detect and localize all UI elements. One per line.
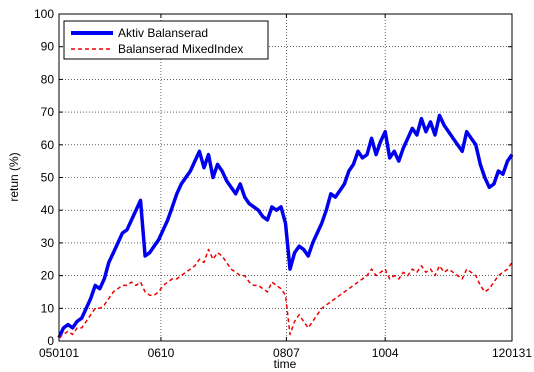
x-tick-label: 0610 [148, 346, 175, 360]
legend-box [63, 20, 269, 60]
y-tick-label: 10 [41, 301, 55, 315]
series-line-aktiv-balanserad [57, 113, 514, 339]
y-tick-label: 100 [34, 7, 54, 21]
y-tick-label: 40 [41, 203, 55, 217]
y-tick-label: 90 [41, 40, 55, 54]
y-tick-label: 30 [41, 236, 55, 250]
x-axis-label: time [274, 357, 297, 371]
y-tick-label: 80 [41, 72, 55, 86]
axis-ticks: 0 10 20 30 40 50 60 70 80 90 100 050101 0610 0807 1004… [34, 7, 532, 360]
plot-area [59, 14, 512, 341]
x-tick-label: 0807 [273, 346, 300, 360]
x-tick-label: 050101 [39, 346, 79, 360]
x-tick-label: 1004 [372, 346, 399, 360]
legend-label-balanserad-mixedindex: Balanserad MixedIndex [118, 42, 243, 56]
x-tick-label: 120131 [492, 346, 532, 360]
y-tick-label: 70 [41, 105, 55, 119]
y-tick-label: 60 [41, 138, 55, 152]
legend: Aktiv Balanserad Balanserad MixedIndex [63, 20, 269, 60]
y-axis-label: retun (%) [7, 152, 21, 201]
legend-label-aktiv-balanserad: Aktiv Balanserad [118, 26, 208, 40]
y-tick-label: 50 [41, 171, 55, 185]
series-layer [57, 113, 514, 339]
y-tick-label: 0 [47, 334, 54, 348]
y-tick-label: 20 [41, 269, 55, 283]
